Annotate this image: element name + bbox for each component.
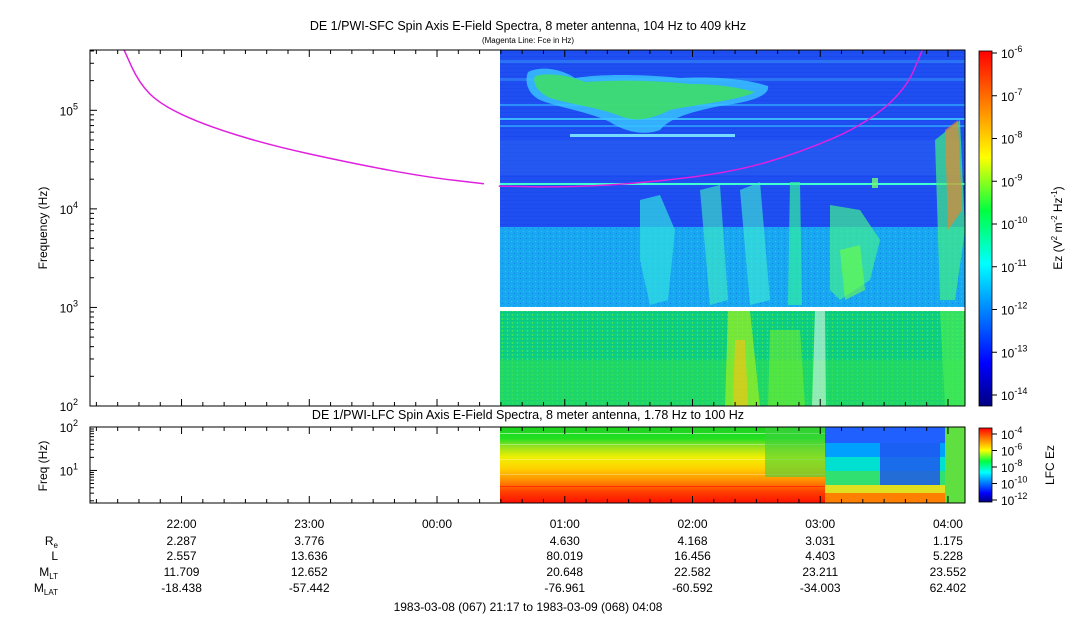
lfc-panel: 101 102 Freq (Hz) [36,418,966,504]
colorbar-tick-label: 10-4 [1001,425,1022,442]
colorbar-tick-label: 10-11 [1001,258,1027,275]
colorbar-tick-label: 10-13 [1001,343,1027,360]
orbit-value: 23.552 [930,565,967,579]
sfc-y-ticks: 102 103 104 105 [60,50,97,414]
orbit-value: 13.636 [291,549,328,563]
lfc-colorbar-label: LFC Ez [1043,445,1057,485]
orbit-value: 1.175 [933,534,963,548]
sfc-colorbar: 10-6 10-7 10-8 10-9 10-10 10-11 10-12 10-13 10-1… [978,44,1065,407]
orbit-value: -60.592 [672,581,713,595]
x-axis-ticks: 22:00 23:00 00:00 01:00 02:00 03:00 04:00 [95,50,963,531]
orbit-value: 16.456 [674,549,711,563]
sfc-y-tick-label: 103 [60,298,78,315]
lfc-y-axis-label: Freq (Hz) [36,441,50,492]
x-tick-label: 01:00 [550,517,580,531]
colorbar-tick-label: 10-14 [1001,386,1027,403]
x-tick-label: 23:00 [294,517,324,531]
colorbar-tick-label: 10-12 [1001,301,1027,318]
lfc-colorbar-gradient [978,427,993,503]
x-tick-label: 04:00 [933,517,963,531]
sfc-y-tick-label: 104 [60,200,78,217]
orbit-value: 80.019 [546,549,583,563]
sfc-y-tick-label: 102 [60,397,78,414]
sfc-subtitle: (Magenta Line: Fce in Hz) [482,36,574,45]
lfc-y-ticks: 101 102 [60,418,97,502]
orbit-row-label: L [51,549,58,563]
x-tick-label: 22:00 [167,517,197,531]
time-range: 1983-03-08 (067) 21:17 to 1983-03-09 (06… [394,600,663,614]
colorbar-tick-label: 10-12 [1001,491,1027,508]
orbit-value: 20.648 [546,565,583,579]
colorbar-tick-label: 10-8 [1001,458,1022,475]
orbit-value: 12.652 [291,565,328,579]
lfc-y-tick-label: 101 [60,461,78,478]
colorbar-tick-label: 10-10 [1001,475,1027,492]
orbit-row-label: Re [45,534,59,550]
orbit-value: 4.403 [805,549,835,563]
orbit-value: -34.003 [800,581,841,595]
x-tick-label: 03:00 [805,517,835,531]
sfc-colorbar-label: Ez (V2 m-2 Hz-1) [1050,186,1065,269]
colorbar-tick-label: 10-8 [1001,130,1022,147]
x-tick-label: 02:00 [677,517,707,531]
orbit-value: 22.582 [674,565,711,579]
x-tick-label: 00:00 [422,517,452,531]
sfc-plot-frame [89,49,966,407]
colorbar-tick-label: 10-10 [1001,215,1027,232]
fce-line-segment-1 [123,50,484,185]
orbit-row-label: MLT [39,565,58,581]
sfc-colorbar-ticks: 10-6 10-7 10-8 10-9 10-10 10-11 10-12 10-13 10-1… [992,44,1027,403]
lfc-title: DE 1/PWI-LFC Spin Axis E-Field Spectra, … [312,408,744,422]
orbit-value: 2.557 [167,549,197,563]
colorbar-tick-label: 10-9 [1001,172,1022,189]
orbit-value: 62.402 [930,581,967,595]
lfc-spectrogram [500,427,965,503]
orbit-value: 2.287 [167,534,197,548]
lfc-plot-frame [89,426,966,504]
colorbar-tick-label: 10-6 [1001,442,1022,459]
orbit-value: 5.228 [933,549,963,563]
orbit-value: 23.211 [802,565,838,579]
sfc-y-tick-label: 105 [60,101,78,118]
lfc-y-tick-label: 102 [60,418,78,435]
sfc-panel: 102 103 104 105 Frequency (Hz) [36,49,966,414]
orbit-value: 4.630 [550,534,580,548]
colorbar-tick-label: 10-7 [1001,87,1022,104]
sfc-title: DE 1/PWI-SFC Spin Axis E-Field Spectra, … [310,19,746,33]
sfc-spectrogram [500,50,965,406]
fce-line-segment-2 [498,50,924,188]
orbit-table: Re 2.287 3.776 4.630 4.168 3.031 1.175 L 2.557 13… [34,534,967,597]
sfc-colorbar-gradient [978,50,993,407]
orbit-value: 3.031 [805,534,835,548]
orbit-value: 4.168 [677,534,707,548]
orbit-value: -76.961 [544,581,585,595]
orbit-row-label: MLAT [34,581,58,597]
colorbar-tick-label: 10-6 [1001,44,1022,61]
orbit-value: -18.438 [161,581,202,595]
orbit-value: 3.776 [294,534,324,548]
orbit-value: -57.442 [289,581,330,595]
sfc-y-axis-label: Frequency (Hz) [36,187,50,270]
orbit-value: 11.709 [164,565,200,579]
